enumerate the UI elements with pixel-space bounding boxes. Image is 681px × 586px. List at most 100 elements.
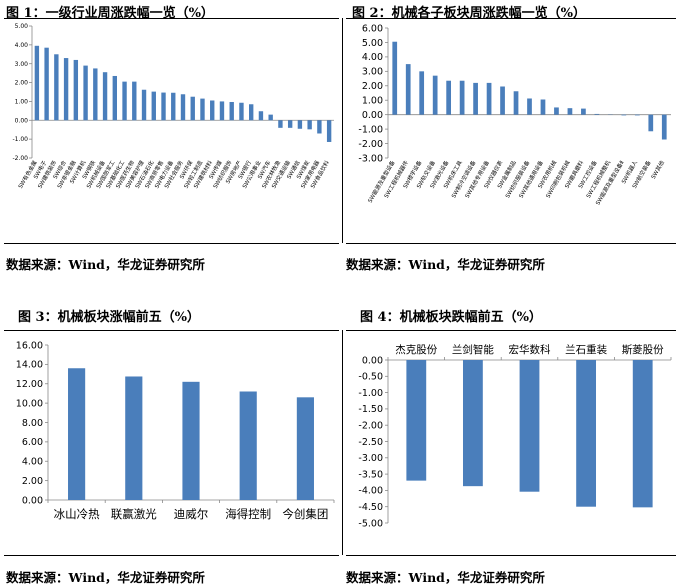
bar bbox=[500, 86, 505, 115]
bar bbox=[405, 64, 411, 115]
y-tick-label: 8.00 bbox=[22, 418, 43, 429]
bar bbox=[278, 120, 283, 128]
y-tick-label: -5.00 bbox=[358, 518, 383, 529]
lower-rule-right bbox=[346, 330, 676, 331]
bar bbox=[258, 111, 264, 121]
lower-rule-left bbox=[4, 330, 339, 331]
bar bbox=[567, 108, 573, 115]
bar bbox=[141, 89, 147, 121]
bar bbox=[239, 102, 244, 121]
bar bbox=[34, 45, 40, 121]
y-tick-label: 3.00 bbox=[362, 67, 383, 78]
y-tick-label: 1.00 bbox=[362, 96, 383, 107]
y-tick-label: -1.50 bbox=[358, 404, 383, 415]
bar bbox=[161, 92, 166, 121]
bar bbox=[317, 120, 322, 134]
category-label: 迪威尔 bbox=[174, 507, 209, 521]
y-tick-label: -1.00 bbox=[12, 136, 28, 143]
bar bbox=[486, 82, 492, 115]
y-tick-label: 0.00 bbox=[362, 110, 383, 121]
bar bbox=[296, 397, 314, 500]
chart-3-title: 图 3：机械板块涨幅前五（%） bbox=[18, 310, 200, 325]
y-tick-label: -2.00 bbox=[358, 421, 383, 432]
chart-3: 16.00 14.00 12.00 10.00 8.00 6.00 4.00 2.00 0.00… bbox=[16, 340, 335, 521]
bar bbox=[459, 80, 465, 115]
bar bbox=[219, 101, 225, 121]
y-tick-label: 6.00 bbox=[22, 437, 43, 448]
bar bbox=[122, 81, 127, 121]
category-label: 宏华数科 bbox=[509, 343, 551, 356]
y-tick-label: -4.00 bbox=[358, 486, 383, 497]
bar bbox=[190, 96, 195, 121]
bar bbox=[73, 59, 79, 121]
top-rule-left bbox=[4, 18, 339, 19]
bar bbox=[63, 58, 69, 121]
bar bbox=[180, 94, 186, 121]
y-tick-label: 0.00 bbox=[22, 495, 43, 506]
bar bbox=[268, 114, 273, 121]
y-tick-label: -3.50 bbox=[358, 469, 383, 480]
bar bbox=[182, 381, 200, 500]
bar bbox=[151, 91, 156, 121]
y-tick-label: 14.00 bbox=[16, 360, 43, 371]
bar bbox=[132, 81, 137, 121]
y-tick-label: 16.00 bbox=[16, 340, 43, 351]
chart-1-title: 图 1：一级行业周涨跌幅一览（%） bbox=[6, 6, 214, 21]
bar bbox=[621, 114, 627, 116]
bar bbox=[93, 68, 98, 121]
bar bbox=[519, 360, 540, 492]
y-tick-label: -1.00 bbox=[358, 124, 383, 135]
bar bbox=[406, 360, 427, 481]
y-tick-label: 0.00 bbox=[15, 117, 29, 124]
y-tick-label: 4.00 bbox=[15, 42, 29, 49]
y-tick-label: 5.00 bbox=[362, 38, 383, 49]
bar bbox=[576, 360, 597, 507]
y-tick-label: 4.00 bbox=[362, 52, 383, 63]
chart-2: 6.00 5.00 4.00 3.00 2.00 1.00 0.00 -1.00 -2.00 -3… bbox=[358, 23, 671, 206]
center-divider-top bbox=[342, 18, 343, 243]
bottom-rule-right bbox=[346, 555, 676, 556]
bar bbox=[432, 75, 438, 115]
y-tick-label: -0.50 bbox=[358, 372, 383, 383]
y-tick-label: 5.00 bbox=[15, 23, 29, 30]
category-label: 斯菱股份 bbox=[622, 343, 664, 356]
chart-1-source: 数据来源：Wind，华龙证券研究所 bbox=[6, 257, 205, 272]
bar bbox=[249, 104, 254, 121]
bar bbox=[297, 120, 303, 129]
bar bbox=[392, 41, 398, 115]
bar bbox=[419, 71, 425, 115]
y-tick-label: 4.00 bbox=[22, 457, 43, 468]
bar bbox=[661, 114, 667, 140]
y-tick-label: -1.00 bbox=[358, 388, 383, 399]
chart-2-title: 图 2：机械各子板块周涨跌幅一览（%） bbox=[352, 6, 586, 21]
category-label: 兰石重装 bbox=[565, 343, 607, 356]
mid-rule-right bbox=[346, 243, 676, 244]
y-tick-label: 2.00 bbox=[15, 80, 29, 87]
category-label: 海得控制 bbox=[225, 507, 271, 521]
chart-4-source: 数据来源：Wind，华龙证券研究所 bbox=[346, 570, 545, 585]
bar bbox=[44, 47, 49, 121]
category-label: 杰克股份 bbox=[395, 344, 437, 356]
center-divider-bottom bbox=[342, 330, 343, 555]
bar bbox=[554, 107, 559, 115]
mid-rule-left bbox=[4, 243, 339, 244]
bar bbox=[112, 75, 117, 121]
bar bbox=[83, 65, 88, 121]
bar bbox=[462, 360, 483, 487]
category-label: 兰剑智能 bbox=[452, 343, 494, 356]
bar bbox=[229, 101, 234, 121]
bar bbox=[513, 91, 519, 115]
bar bbox=[200, 98, 205, 121]
bar bbox=[594, 113, 600, 115]
bar bbox=[287, 120, 293, 128]
category-label: SW其他 bbox=[649, 159, 666, 181]
bar bbox=[68, 368, 86, 500]
bar bbox=[102, 72, 108, 121]
bar bbox=[540, 99, 546, 115]
y-tick-label: 2.00 bbox=[362, 81, 383, 92]
bar bbox=[54, 54, 59, 121]
bar bbox=[125, 376, 143, 500]
chart-1: 5.004.003.002.001.000.00-1.00-2.00SW有色金属… bbox=[12, 23, 334, 190]
bar bbox=[307, 120, 312, 130]
bar bbox=[473, 82, 478, 115]
